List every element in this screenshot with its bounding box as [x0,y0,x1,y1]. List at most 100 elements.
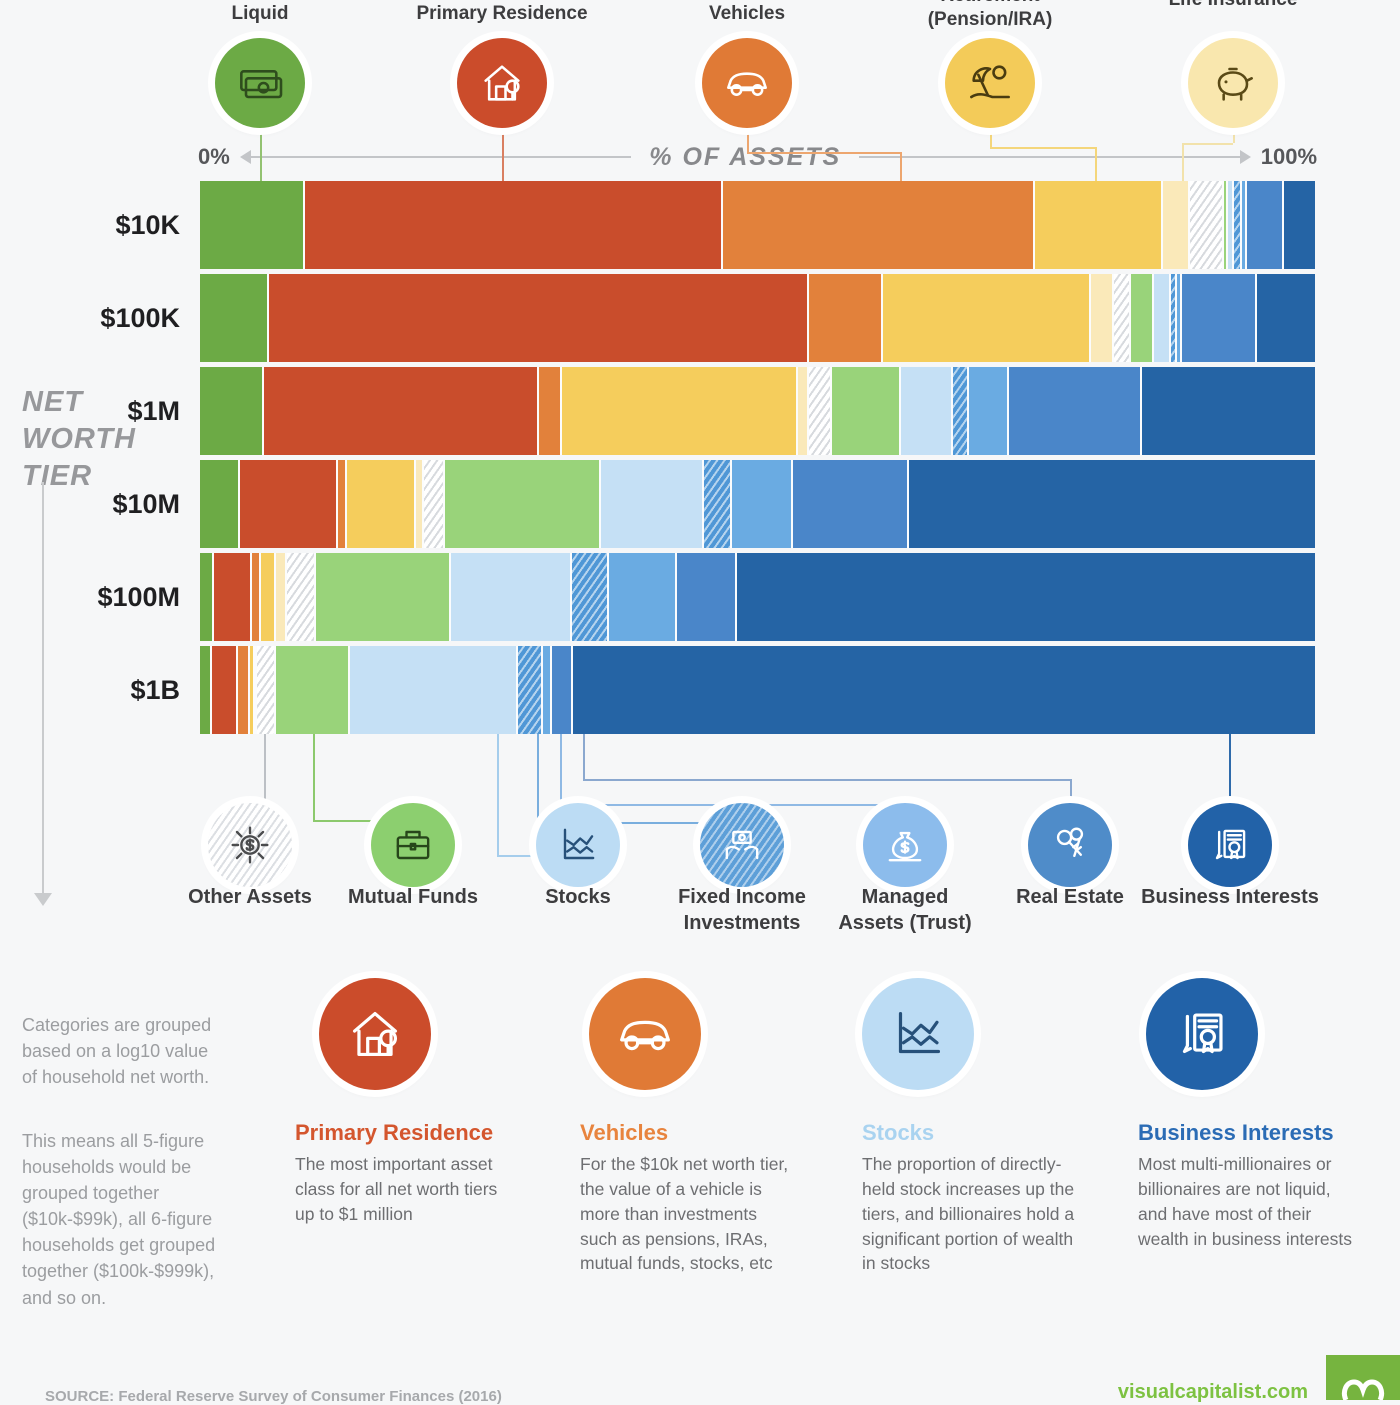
certificate-icon [1146,978,1258,1090]
top-asset-label: Liquid [231,3,289,24]
segment-retirement-pension-ira- [250,646,255,734]
money-bag-icon [863,803,947,887]
tier-label-$100m: $100M [97,582,180,612]
bottom-asset-label: Real Estate [1016,886,1124,908]
connector-line [990,147,1095,149]
bar-row-$100m [200,553,1315,641]
segment-stocks [901,367,953,455]
top-asset-label: Life Insurance [1163,0,1303,12]
segment-mutual-funds [1223,181,1228,269]
certificate-icon [1188,803,1272,887]
segment-primary-residence [269,274,809,362]
cash-icon [215,38,305,128]
connector-line [313,734,315,820]
description-title: Primary Residence [295,1120,494,1145]
briefcase-icon [371,803,455,887]
connector-line [1233,130,1235,143]
bottom-asset-label: Other Assets [188,886,312,908]
segment-business-interests [909,460,1315,548]
segment-managed-assets-trust- [609,553,678,641]
segment-vehicles [237,646,251,734]
tier-label-$100k: $100K [100,303,180,333]
source-note: SOURCE: Federal Reserve Survey of Consum… [45,1388,502,1405]
piggy-bank-icon [1188,38,1278,128]
network-dollar-icon [208,803,292,887]
tier-label-$1m: $1M [127,396,180,426]
connector-line [900,152,902,181]
connector-line [1229,734,1231,862]
connector-line [747,130,749,152]
segment-mutual-funds [315,553,451,641]
bar-row-$1b [200,646,1315,734]
segment-retirement-pension-ira- [883,274,1091,362]
tier-label-$10m: $10M [112,489,180,519]
bottom-asset-label: Business Interests [1141,886,1319,908]
grouping-note-2: This means all 5-figure households would… [22,1131,216,1308]
keys-icon [1028,803,1112,887]
segment-vehicles [808,274,884,362]
axis-left-arrow-icon [239,150,251,164]
segment-business-interests [1283,181,1315,269]
segment-real-estate [677,553,738,641]
connector-line [1182,143,1233,145]
net-worth-tier-caption: Net Worth Tier [22,386,137,493]
segment-liquid [200,646,213,734]
connector-line [537,734,539,822]
house-icon [457,38,547,128]
segment-life-insurance [797,367,809,455]
segment-vehicles [722,181,1036,269]
axis-right-label: 100% [1260,144,1318,169]
tier-arrow-head-icon [34,893,52,906]
segment-mutual-funds [1130,274,1155,362]
segment-primary-residence [304,181,723,269]
connector-line [1095,147,1097,181]
segment-real-estate [552,646,574,734]
segment-fixed-income-investments [572,553,610,641]
segment-other-assets [808,367,833,455]
connector-line [583,779,1070,781]
description-text: The most important asset class for all n… [295,1154,498,1224]
segment-business-interests [573,646,1315,734]
segment-retirement-pension-ira- [261,553,276,641]
site-link[interactable]: visualcapitalist.com [1117,1381,1308,1403]
visual-capitalist-logo[interactable] [1326,1355,1400,1400]
segment-business-interests [1256,274,1315,362]
segment-mutual-funds [275,646,351,734]
segment-vehicles [538,367,563,455]
segment-other-assets [1190,181,1224,269]
stock-chart-icon [862,978,974,1090]
segment-real-estate [793,460,910,548]
connector-line [990,130,992,147]
description-text: The proportion of directly-held stock in… [862,1154,1075,1274]
segment-managed-assets-trust- [969,367,1010,455]
segment-liquid [200,181,305,269]
segment-stocks [601,460,704,548]
description-text: Most multi-millionaires or billionaires … [1138,1154,1352,1249]
segment-real-estate [1009,367,1143,455]
top-asset-label: Vehicles [708,3,786,24]
segment-other-assets [1114,274,1131,362]
axis-left-label: 0% [198,144,230,169]
top-asset-label: Retirement (Pension/IRA) [927,0,1053,30]
description-title: Stocks [862,1120,935,1145]
segment-fixed-income-investments [1233,181,1243,269]
description-title: Vehicles [580,1120,669,1145]
segment-vehicles [338,460,348,548]
stock-chart-icon [536,803,620,887]
segment-stocks [450,553,573,641]
connector-line [560,734,562,804]
segment-mutual-funds [832,367,902,455]
axis-right-arrow-icon [1239,150,1251,164]
segment-liquid [200,274,270,362]
segment-real-estate [1246,181,1284,269]
segment-primary-residence [212,646,238,734]
connector-line [583,734,585,779]
segment-fixed-income-investments [703,460,732,548]
connector-line [537,822,742,824]
segment-stocks [350,646,518,734]
connector-line [497,734,499,855]
connector-line [264,734,266,855]
segment-stocks [1227,181,1234,269]
grouping-note-1: Categories are grouped based on a log10 … [22,1015,212,1088]
